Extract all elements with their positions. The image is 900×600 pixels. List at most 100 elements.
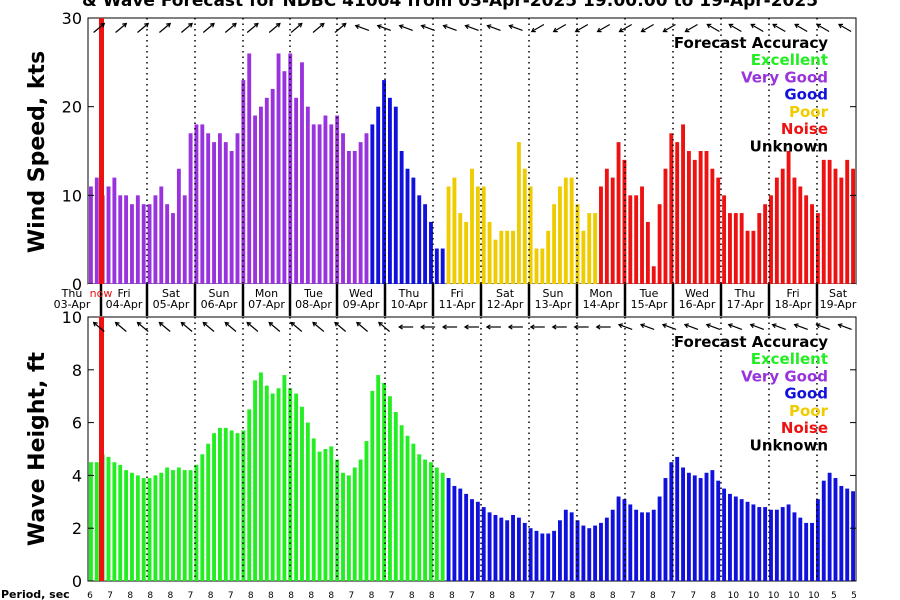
wave-direction-arrow — [378, 322, 390, 332]
period-label: 7 — [630, 591, 636, 600]
wind-direction-arrow — [772, 23, 786, 33]
date-label: 11-Apr — [439, 298, 476, 311]
wind-bar — [616, 142, 621, 284]
wind-bar — [599, 186, 603, 284]
wave-direction-arrow-head — [771, 323, 777, 329]
wave-bar — [370, 390, 375, 581]
wave-bar — [528, 528, 533, 581]
period-label: 8 — [288, 591, 294, 600]
wave-bar — [434, 467, 439, 581]
wave-direction-arrow-head — [158, 321, 164, 327]
date-label: 04-Apr — [106, 298, 143, 311]
wave-direction-arrow — [115, 322, 127, 332]
wind-bar — [370, 124, 375, 285]
wind-direction-arrow — [115, 23, 127, 33]
wind-bar — [417, 195, 422, 284]
wind-bar — [686, 151, 691, 284]
wind-bar — [851, 168, 855, 284]
wind-direction-arrow-head — [122, 22, 128, 28]
wind-bar — [786, 151, 791, 284]
wind-bar — [458, 213, 463, 284]
wind-bar — [716, 177, 721, 284]
wave-direction-arrow-head — [268, 321, 274, 327]
chart-title: & Wave Forecast for NDBC 41004 from 03-A… — [82, 0, 818, 11]
wind-bar — [745, 230, 750, 284]
wind-direction-arrow-head — [210, 22, 215, 28]
wind-bar — [698, 151, 703, 284]
day-name-label: Mon — [589, 287, 612, 300]
wave-direction-arrow-head — [334, 321, 339, 327]
period-label: 8 — [610, 591, 616, 600]
wind-direction-arrow-head — [530, 27, 536, 33]
wind-bar — [411, 177, 416, 284]
wind-direction-arrow — [355, 25, 370, 31]
wave-bar — [229, 430, 234, 581]
wind-direction-arrow-head — [486, 24, 492, 30]
wind-direction-arrow — [334, 23, 347, 33]
period-label: 8 — [147, 591, 153, 600]
wave-bar — [739, 499, 744, 581]
wave-bar — [475, 501, 480, 581]
period-axis-label: Period, sec — [1, 588, 70, 600]
wave-bar — [118, 464, 123, 581]
wave-bar — [511, 515, 515, 581]
wind-y-tick-label: 10 — [62, 186, 82, 205]
wave-bar — [429, 462, 433, 581]
period-label: 7 — [550, 591, 556, 600]
wind-direction-arrow-head — [662, 27, 668, 33]
period-label: 8 — [268, 591, 274, 600]
wind-bar — [522, 168, 527, 284]
wave-now-marker — [99, 317, 104, 581]
wind-bar — [329, 124, 334, 285]
wave-direction-arrow — [290, 322, 303, 332]
wind-bar — [499, 230, 504, 284]
wave-direction-arrow — [728, 324, 743, 330]
wave-bar — [317, 451, 322, 581]
wave-bar — [323, 449, 328, 581]
wind-bar — [317, 124, 322, 285]
wave-direction-arrow-head — [356, 321, 361, 327]
wave-bar — [540, 533, 545, 581]
wave-bar — [546, 533, 551, 581]
wind-bar — [839, 177, 844, 284]
wind-direction-arrow — [575, 23, 589, 33]
wave-bar — [124, 470, 129, 581]
wind-bar — [845, 159, 850, 284]
wave-bar — [235, 433, 240, 581]
wind-bar — [135, 195, 140, 284]
wave-bar — [452, 485, 457, 581]
wind-direction-arrow — [641, 23, 654, 33]
wind-bar — [217, 133, 222, 284]
wind-direction-arrow-head — [100, 22, 106, 28]
day-name-label: Thu — [734, 287, 756, 300]
wave-bar — [358, 459, 363, 581]
wave-direction-arrow-head — [595, 324, 601, 330]
wind-direction-arrow-head — [341, 22, 347, 28]
wave-bar — [587, 528, 592, 581]
wave-bar — [282, 375, 287, 581]
wave-bar — [253, 380, 258, 581]
wind-bar — [376, 106, 381, 284]
date-label: 12-Apr — [487, 298, 524, 311]
wave-bar — [499, 517, 504, 581]
period-label: 8 — [590, 591, 596, 600]
period-label: 8 — [168, 591, 174, 600]
wind-bar — [264, 97, 269, 284]
wave-bar — [393, 412, 398, 581]
wave-direction-arrow-head — [661, 323, 667, 329]
wind-bar — [112, 177, 117, 284]
wave-direction-arrow-head — [529, 324, 535, 330]
wave-bar — [264, 385, 269, 581]
wave-legend-item: Unknown — [750, 437, 828, 455]
day-name-label: Sat — [496, 287, 515, 300]
wind-direction-arrow-head — [552, 27, 558, 33]
wave-bar — [94, 462, 99, 581]
wind-bar — [130, 204, 134, 284]
wave-bar — [622, 499, 627, 581]
wave-bar — [692, 475, 697, 581]
wind-direction-arrow-head — [684, 27, 690, 33]
wave-bar — [217, 427, 222, 581]
wave-bar — [470, 499, 474, 581]
wind-bar — [733, 213, 738, 284]
wind-direction-arrow-head — [815, 23, 822, 29]
